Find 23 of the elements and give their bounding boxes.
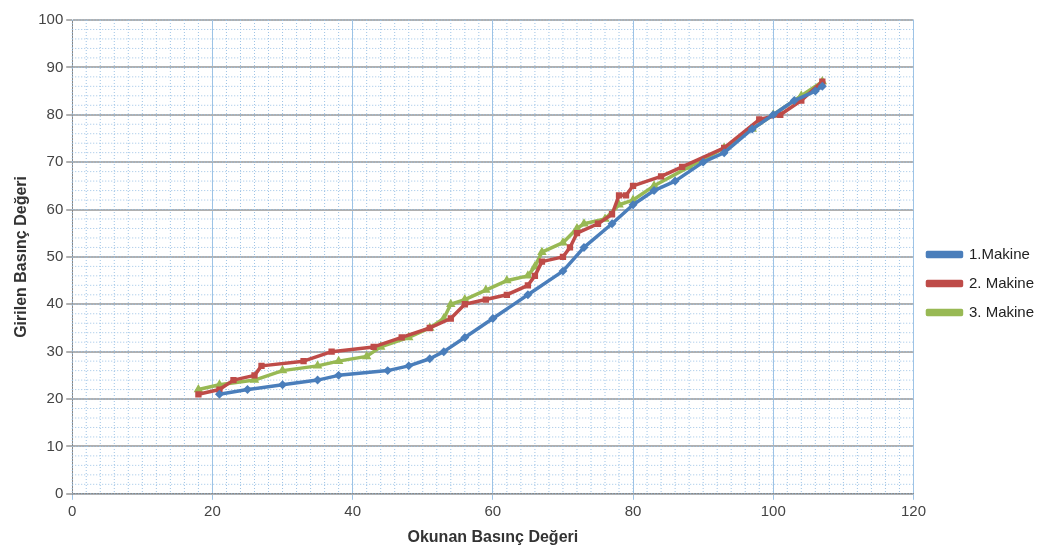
legend-label: 2. Makine: [968, 273, 1035, 291]
x-tick-label: 100: [760, 501, 786, 519]
legend-label: 3. Makine: [968, 302, 1035, 320]
y-tick-label: 0: [54, 483, 64, 501]
y-tick-label: 20: [46, 389, 64, 407]
y-tick-label: 70: [46, 152, 64, 170]
x-tick-label: 40: [344, 501, 361, 519]
y-axis-title: Girilen Basınç Değeri: [12, 175, 30, 338]
y-tick-label: 40: [46, 294, 64, 312]
legend-label: 1.Makine: [968, 244, 1030, 262]
x-tick-label: 120: [900, 501, 926, 519]
y-tick-label: 90: [46, 57, 64, 75]
y-tick-label: 60: [46, 199, 64, 217]
y-tick-label: 30: [46, 341, 64, 359]
x-tick-label: 80: [624, 501, 642, 519]
y-tick-label: 50: [46, 247, 64, 265]
x-tick-label: 0: [68, 501, 77, 519]
x-tick-label: 60: [484, 501, 502, 519]
x-axis-title: Okunan Basınç Değeri: [407, 527, 579, 545]
y-tick-label: 100: [38, 10, 64, 28]
x-tick-label: 20: [204, 501, 221, 519]
y-tick-label: 10: [46, 436, 64, 454]
y-tick-label: 80: [46, 104, 64, 122]
